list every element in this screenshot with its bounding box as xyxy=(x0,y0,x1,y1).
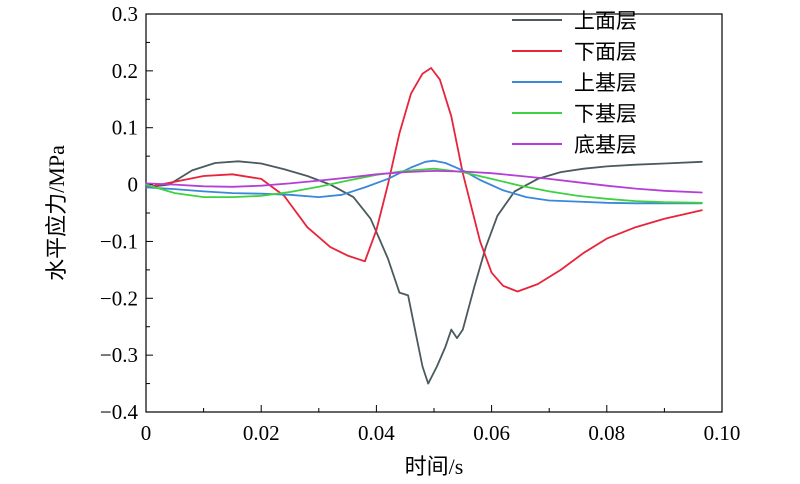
x-tick-label: 0.06 xyxy=(473,421,510,445)
x-tick-label: 0.08 xyxy=(588,421,625,445)
series-lines xyxy=(145,67,703,385)
y-tick-label: −0.3 xyxy=(100,343,138,367)
legend-label-5: 底基层 xyxy=(574,133,637,157)
axis-ticks xyxy=(145,13,723,413)
y-tick-label: 0.2 xyxy=(112,59,138,83)
series-line-1 xyxy=(145,160,703,385)
y-tick-label: 0.1 xyxy=(112,116,138,140)
y-tick-label: −0.2 xyxy=(100,286,138,310)
legend-label-3: 上基层 xyxy=(574,71,637,95)
y-tick-label: −0.4 xyxy=(100,400,139,424)
x-tick-label: 0.02 xyxy=(243,421,280,445)
y-tick-label: −0.1 xyxy=(100,229,138,253)
axis-tick-labels: 0 0.02 0.04 0.06 0.08 0.100.30.20.10−0.1−0.2−… xyxy=(100,2,740,445)
x-tick-label: 0.04 xyxy=(358,421,395,445)
legend-label-1: 上面层 xyxy=(574,9,637,33)
x-tick-label: 0.10 xyxy=(704,421,741,445)
series-line-5 xyxy=(145,169,703,194)
x-axis-label: 时间/s xyxy=(405,454,464,479)
series-line-3 xyxy=(145,159,703,205)
series-line-4 xyxy=(145,167,703,204)
y-axis-label: 水平应力/MPa xyxy=(44,145,69,281)
legend-label-2: 下面层 xyxy=(574,40,637,64)
x-tick-label: 0 xyxy=(141,421,152,445)
y-tick-label: 0 xyxy=(128,173,139,197)
y-tick-label: 0.3 xyxy=(112,2,138,26)
legend-label-4: 下基层 xyxy=(574,102,637,126)
